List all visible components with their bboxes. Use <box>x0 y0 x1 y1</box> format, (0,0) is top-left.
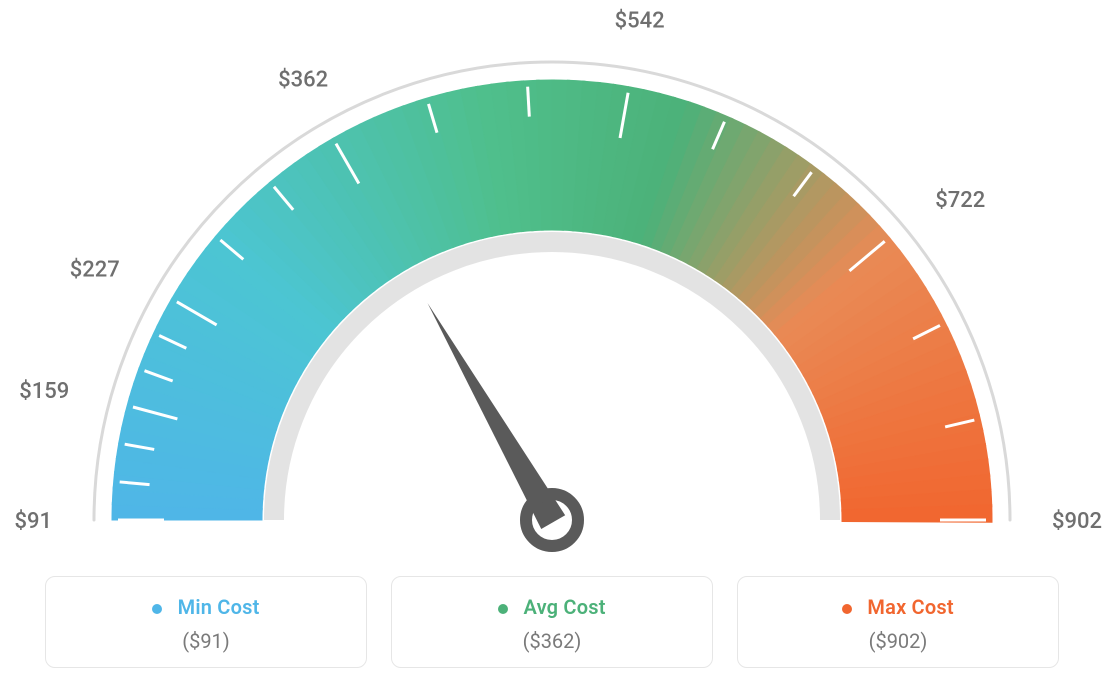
gauge-tick-label: $91 <box>14 509 52 534</box>
legend-label-text: Avg Cost <box>524 595 606 619</box>
gauge-tick-label: $722 <box>935 188 985 213</box>
legend-value: ($362) <box>392 629 712 653</box>
gauge-tick-label: $362 <box>278 67 328 92</box>
gauge-donut <box>112 80 992 522</box>
cost-gauge: $91 $159 $227 $362 $542 $722 $902 <box>0 0 1104 560</box>
legend-label: Avg Cost <box>392 595 712 619</box>
legend-value: ($91) <box>46 629 366 653</box>
dot-icon <box>842 604 852 614</box>
dot-icon <box>152 604 162 614</box>
legend-value: ($902) <box>738 629 1058 653</box>
gauge-tick-label: $902 <box>1052 509 1102 534</box>
legend: Min Cost ($91) Avg Cost ($362) Max Cost … <box>32 576 1072 668</box>
gauge-tick-label: $159 <box>19 379 69 404</box>
legend-card-max: Max Cost ($902) <box>737 576 1059 668</box>
legend-label: Max Cost <box>738 595 1058 619</box>
legend-card-min: Min Cost ($91) <box>45 576 367 668</box>
legend-label-text: Max Cost <box>867 595 953 619</box>
legend-label: Min Cost <box>46 595 366 619</box>
gauge-tick-label: $227 <box>70 258 120 283</box>
dot-icon <box>498 604 508 614</box>
legend-card-avg: Avg Cost ($362) <box>391 576 713 668</box>
legend-label-text: Min Cost <box>178 595 260 619</box>
gauge-tick-label: $542 <box>615 9 665 34</box>
